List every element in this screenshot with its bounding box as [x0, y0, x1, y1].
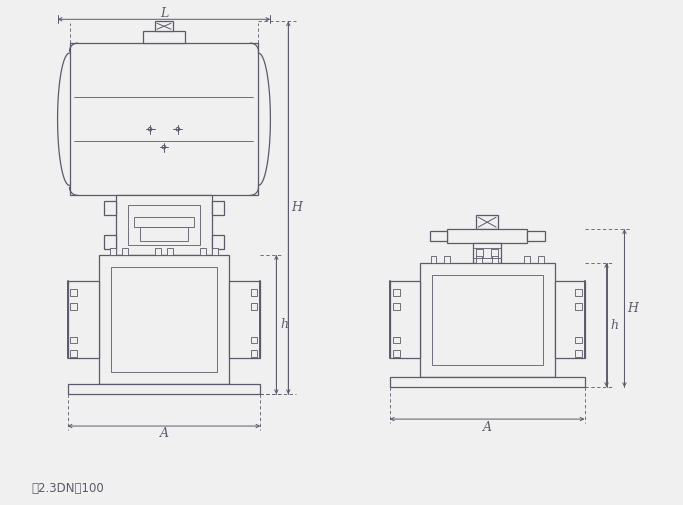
- Bar: [476, 249, 483, 257]
- Bar: [110, 248, 116, 255]
- Bar: [70, 43, 258, 195]
- Bar: [116, 195, 212, 255]
- Bar: [251, 289, 257, 296]
- Bar: [251, 336, 257, 343]
- Text: 图2.3DN＞100: 图2.3DN＞100: [31, 482, 104, 495]
- Bar: [393, 350, 400, 358]
- Bar: [447, 229, 527, 243]
- Bar: [538, 256, 544, 263]
- Bar: [212, 201, 223, 215]
- Bar: [104, 201, 116, 215]
- Bar: [476, 215, 498, 229]
- Bar: [390, 377, 585, 387]
- Bar: [574, 289, 582, 296]
- Bar: [473, 243, 501, 263]
- Bar: [70, 350, 77, 358]
- Bar: [104, 235, 116, 249]
- Bar: [491, 249, 498, 257]
- Bar: [68, 384, 260, 394]
- Bar: [99, 255, 229, 384]
- Bar: [68, 281, 99, 359]
- Bar: [128, 205, 200, 245]
- Bar: [476, 256, 482, 263]
- Text: h: h: [280, 318, 288, 331]
- Bar: [393, 336, 400, 343]
- Bar: [574, 302, 582, 310]
- Bar: [393, 289, 400, 296]
- Text: H: H: [291, 201, 302, 214]
- Bar: [574, 350, 582, 358]
- Bar: [393, 302, 400, 310]
- Bar: [527, 231, 545, 241]
- Bar: [251, 350, 257, 358]
- Bar: [212, 235, 223, 249]
- Bar: [212, 248, 218, 255]
- Bar: [229, 281, 260, 359]
- Bar: [70, 289, 77, 296]
- Text: L: L: [160, 7, 168, 20]
- Bar: [140, 227, 188, 241]
- Text: H: H: [627, 301, 638, 315]
- Bar: [390, 281, 419, 359]
- Text: h: h: [611, 319, 619, 332]
- Bar: [432, 275, 543, 366]
- Bar: [524, 256, 530, 263]
- Bar: [155, 248, 161, 255]
- Bar: [492, 256, 498, 263]
- Bar: [430, 231, 447, 241]
- Bar: [70, 302, 77, 310]
- Bar: [574, 336, 582, 343]
- Bar: [143, 31, 185, 43]
- Bar: [134, 217, 194, 227]
- Bar: [555, 281, 585, 359]
- Bar: [251, 302, 257, 310]
- Bar: [167, 248, 173, 255]
- Bar: [200, 248, 206, 255]
- Bar: [111, 267, 217, 372]
- Text: A: A: [483, 421, 492, 433]
- Text: A: A: [160, 428, 169, 440]
- Bar: [419, 263, 555, 377]
- Bar: [122, 248, 128, 255]
- Bar: [70, 336, 77, 343]
- Bar: [430, 256, 436, 263]
- Bar: [445, 256, 450, 263]
- Bar: [155, 21, 173, 31]
